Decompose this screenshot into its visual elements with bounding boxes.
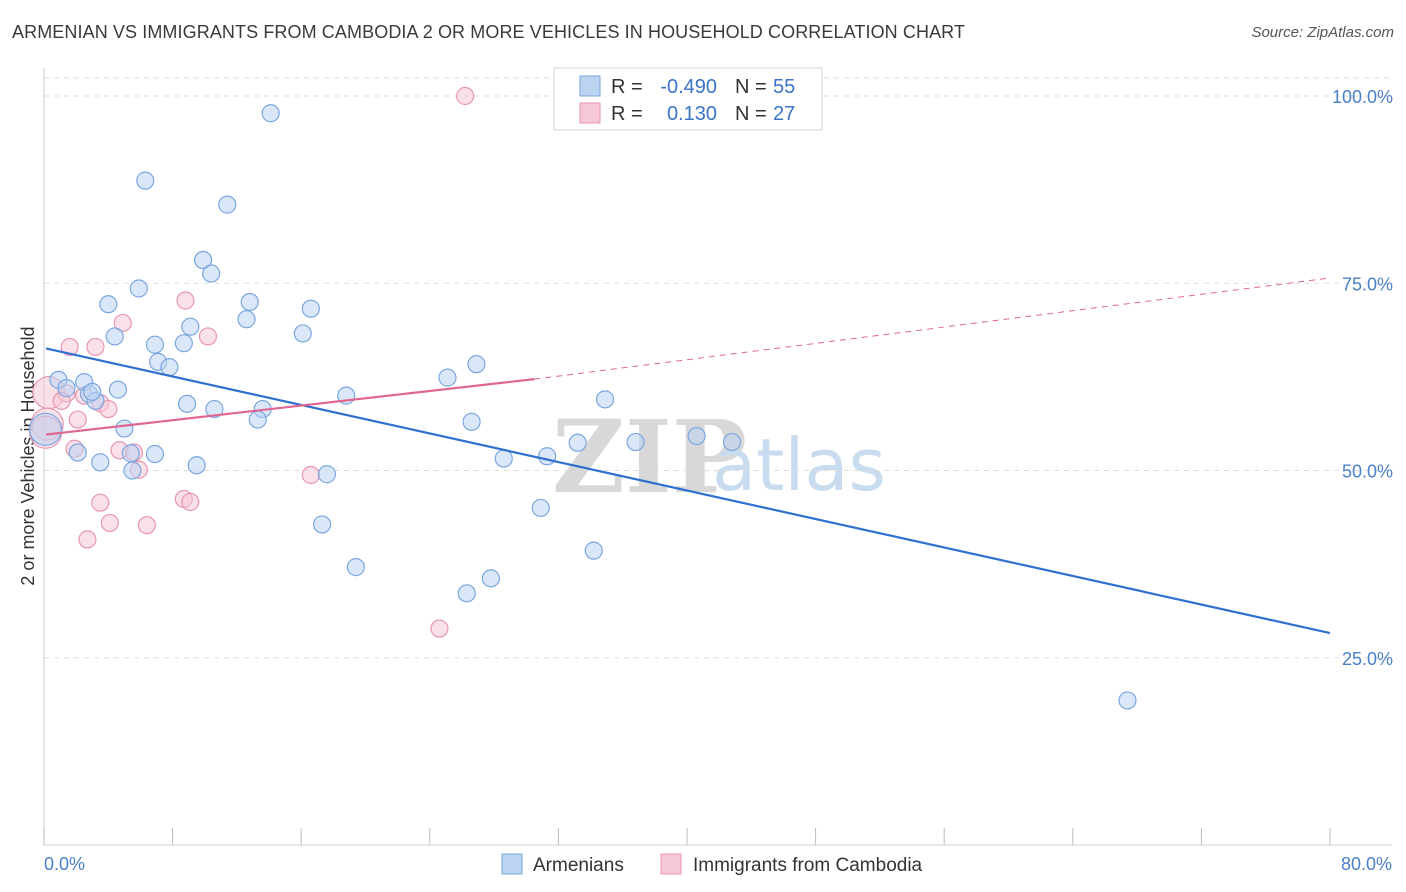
grid-lines — [44, 77, 1392, 659]
bottom-legend: Armenians Immigrants from Cambodia — [501, 853, 923, 876]
armenians-point — [584, 541, 603, 560]
armenians-point — [568, 433, 587, 452]
cambodia-point — [68, 410, 87, 429]
y-tick-labels: 25.0% 50.0% 75.0% 100.0% — [1332, 87, 1393, 669]
armenians-point — [687, 426, 706, 446]
armenians-point — [595, 390, 615, 409]
bottom-legend-swatch-cambodia — [660, 853, 682, 875]
armenians-point — [218, 195, 237, 214]
armenians-point — [457, 584, 476, 603]
armenians-point — [181, 317, 200, 336]
armenians-point — [248, 410, 267, 429]
y-tick-label-100: 100.0% — [1332, 87, 1393, 107]
armenians-point — [481, 569, 500, 588]
x-tick-label-min: 0.0% — [44, 854, 85, 874]
cambodia-point — [113, 313, 132, 333]
legend-n-label-armenians: N = — [735, 76, 767, 98]
armenians-point — [160, 358, 179, 377]
armenians-point — [123, 461, 142, 480]
armenians-point — [531, 498, 550, 518]
cambodia-point — [176, 291, 195, 310]
armenians-point — [145, 335, 165, 354]
armenians-point — [462, 412, 481, 431]
armenians-point — [467, 355, 486, 374]
armenians-point — [261, 104, 280, 123]
trend-line-cambodia — [45, 378, 535, 436]
cambodia-point — [301, 465, 320, 485]
watermark-atlas: atlas — [712, 423, 886, 507]
cambodia-point — [198, 327, 218, 346]
y-tick-label-25: 25.0% — [1342, 649, 1393, 669]
armenians-point — [293, 324, 312, 343]
legend-n-label-cambodia: N = — [735, 103, 767, 125]
armenians-point — [438, 368, 457, 387]
armenians-point — [145, 444, 165, 464]
armenians-point — [237, 310, 256, 329]
armenians-point — [83, 382, 102, 401]
cambodia-point — [91, 493, 110, 512]
armenians-point — [494, 449, 513, 468]
series-cambodia-points — [29, 86, 475, 638]
armenians-point — [1118, 691, 1137, 710]
trend-line-cambodia-extension — [534, 277, 1331, 380]
armenians-point — [68, 443, 87, 462]
armenians-point — [194, 250, 213, 270]
armenians-point — [129, 279, 148, 298]
trend-lines — [45, 277, 1331, 635]
legend-swatch-cambodia — [579, 102, 601, 124]
armenians-point — [91, 453, 110, 472]
cambodia-point — [86, 337, 105, 357]
cambodia-point — [181, 492, 200, 512]
armenians-point — [174, 334, 193, 353]
legend-n-value-cambodia: 27 — [773, 103, 795, 125]
x-ticks — [43, 828, 1331, 845]
cambodia-point — [60, 337, 79, 357]
legend-r-value-cambodia: 0.130 — [667, 103, 717, 125]
cambodia-point — [100, 513, 120, 533]
armenians-point — [105, 327, 124, 346]
armenians-point — [136, 171, 155, 190]
legend-n-value-armenians: 55 — [773, 76, 795, 98]
armenians-point — [57, 379, 76, 398]
armenians-point — [187, 456, 206, 475]
armenians-point — [722, 432, 742, 452]
x-tick-label-max: 80.0% — [1341, 854, 1392, 874]
source-label: Source: ZipAtlas.com — [1251, 24, 1394, 41]
armenians-point — [317, 465, 337, 484]
chart-title: ARMENIAN VS IMMIGRANTS FROM CAMBODIA 2 O… — [12, 22, 966, 42]
armenians-point — [99, 295, 118, 314]
y-axis-label: 2 or more Vehicles in Household — [18, 326, 38, 585]
y-tick-label-75: 75.0% — [1342, 274, 1393, 294]
legend-r-label-cambodia: R = — [611, 103, 643, 125]
armenians-point — [301, 299, 320, 318]
armenians-point — [115, 419, 134, 438]
armenians-point — [108, 380, 128, 399]
legend-box: R = -0.490 N = 55 R = 0.130 N = 27 — [553, 67, 823, 131]
cambodia-point — [78, 530, 97, 549]
armenians-point — [538, 447, 557, 466]
armenians-point — [29, 412, 63, 446]
axes — [43, 68, 1392, 846]
trend-line-armenians — [45, 347, 1331, 635]
armenians-point — [121, 444, 140, 463]
armenians-point — [205, 399, 224, 419]
armenians-point — [202, 264, 221, 283]
cambodia-point — [456, 86, 475, 106]
bottom-legend-label-armenians: Armenians — [533, 855, 624, 876]
armenians-point — [312, 515, 332, 534]
armenians-point — [626, 432, 645, 452]
armenians-point — [240, 292, 259, 312]
cambodia-point — [99, 399, 118, 419]
cambodia-point — [430, 619, 449, 638]
legend-r-label-armenians: R = — [611, 76, 643, 98]
armenians-point — [177, 394, 197, 413]
bottom-legend-swatch-armenians — [501, 853, 523, 875]
armenians-point — [346, 558, 365, 577]
bottom-legend-label-cambodia: Immigrants from Cambodia — [693, 855, 923, 876]
y-tick-label-50: 50.0% — [1342, 462, 1393, 482]
legend-r-value-armenians: -0.490 — [660, 76, 717, 98]
cambodia-point — [137, 516, 156, 535]
legend-swatch-armenians — [579, 75, 601, 97]
